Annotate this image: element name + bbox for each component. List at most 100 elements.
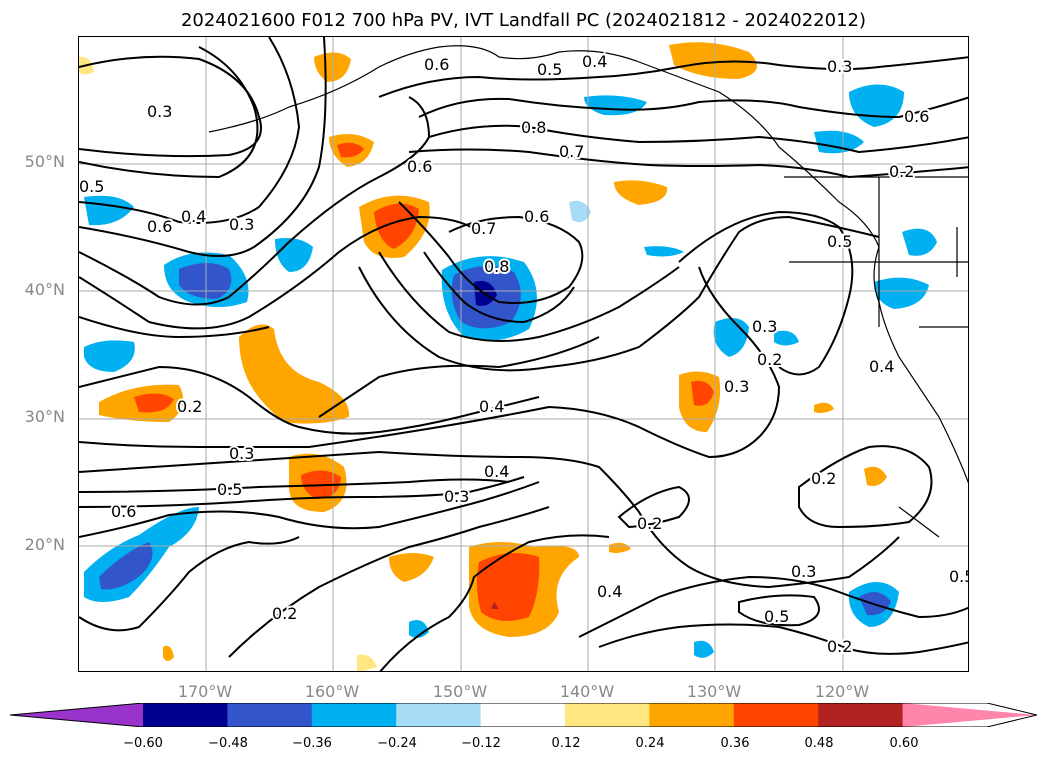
contour-label: 0.6	[147, 217, 172, 236]
contour-label: 0.2	[637, 514, 662, 533]
contour-label: 0.2	[177, 397, 202, 416]
positive-anomaly	[491, 602, 499, 609]
positive-anomaly	[609, 542, 631, 553]
colorbar-tick: −0.36	[292, 736, 332, 751]
colorbar-tick: −0.60	[123, 736, 163, 751]
negative-anomaly	[569, 200, 591, 223]
positive-anomaly	[374, 203, 419, 249]
contour-label: 0.5	[79, 177, 104, 196]
colorbar-segment	[480, 703, 566, 727]
contour-label: 0.7	[559, 142, 584, 161]
contour-label: 0.3	[827, 57, 852, 76]
positive-anomaly	[614, 180, 668, 205]
positive-anomaly	[691, 380, 714, 406]
contour-label: 0.4	[181, 207, 206, 226]
graticule	[79, 37, 968, 671]
positive-anomaly	[864, 466, 887, 486]
map-panel: 0.6 0.5 0.4 0.3 0.3 0.8 0.7 0.6 0.7 0.8 …	[78, 36, 969, 672]
contour-label: 0.7	[471, 219, 496, 238]
contour-label: 0.3	[791, 562, 816, 581]
contour-label: 0.2	[272, 604, 297, 623]
negative-anomaly	[409, 619, 429, 638]
colorbar-segment	[396, 703, 482, 727]
contour-label: 0.2	[811, 469, 836, 488]
colorbar-tick: −0.48	[208, 736, 248, 751]
negative-anomaly	[179, 263, 232, 299]
contour-label: 0.3	[229, 444, 254, 463]
colorbar-segment	[818, 703, 904, 727]
negative-anomaly	[902, 228, 937, 256]
lon-label: 120°W	[814, 682, 870, 701]
contour-label: 0.8	[484, 257, 509, 276]
colorbar-tick: −0.12	[461, 736, 501, 751]
positive-anomaly	[134, 393, 174, 413]
colorbar	[10, 703, 1037, 727]
colorbar-tick: 0.12	[551, 736, 581, 751]
contour-label: 0.5	[217, 480, 242, 499]
negative-anomaly	[275, 238, 313, 272]
contour-label: 0.4	[597, 582, 622, 601]
contour-label: 0.4	[484, 462, 509, 481]
negative-anomaly	[814, 130, 864, 154]
lon-label: 160°W	[304, 682, 360, 701]
colorbar-tick: 0.48	[804, 736, 834, 751]
negative-anomaly	[99, 542, 153, 590]
contour-label: 0.6	[111, 502, 136, 521]
colorbar-segment	[227, 703, 313, 727]
positive-anomaly	[337, 142, 364, 158]
lat-label: 20°N	[24, 535, 65, 554]
positive-anomaly	[389, 553, 434, 582]
positive-anomaly	[814, 402, 834, 413]
lat-label: 50°N	[24, 152, 65, 171]
contour-label: 0.2	[757, 350, 782, 369]
positive-anomaly	[669, 42, 757, 79]
negative-anomaly	[713, 318, 749, 357]
colorbar-segment	[649, 703, 735, 727]
contour-label: 0.3	[724, 377, 749, 396]
contour-label: 0.4	[479, 397, 504, 416]
lon-label: 170°W	[177, 682, 233, 701]
negative-anomaly	[849, 84, 904, 127]
contour-label: 0.3	[444, 487, 469, 506]
positive-anomaly	[163, 645, 174, 661]
lon-label: 130°W	[686, 682, 742, 701]
pc-shading	[79, 42, 937, 671]
colorbar-extend-low	[10, 703, 143, 727]
negative-anomaly	[644, 246, 684, 257]
colorbar-segment	[565, 703, 650, 727]
contour-label: 0.6	[407, 157, 432, 176]
map-title: 2024021600 F012 700 hPa PV, IVT Landfall…	[180, 10, 867, 31]
colorbar-segment	[143, 703, 228, 727]
colorbar-tick: 0.36	[720, 736, 750, 751]
positive-anomaly	[239, 324, 350, 424]
lon-label: 140°W	[559, 682, 615, 701]
map-canvas: 0.6 0.5 0.4 0.3 0.3 0.8 0.7 0.6 0.7 0.8 …	[79, 37, 969, 671]
contour-label: 0.6	[424, 55, 449, 74]
negative-anomaly	[774, 330, 799, 346]
contour-label: 0.2	[827, 637, 852, 656]
pv-contours	[79, 37, 968, 671]
colorbar-extend-high	[902, 703, 1037, 727]
contour-label: 0.3	[147, 102, 172, 121]
contour-label: 0.4	[869, 357, 894, 376]
contour-labels: 0.6 0.5 0.4 0.3 0.3 0.8 0.7 0.6 0.7 0.8 …	[79, 50, 969, 658]
negative-anomaly	[874, 277, 929, 309]
positive-anomaly	[476, 553, 540, 621]
colorbar-segments	[10, 703, 1037, 727]
positive-anomaly	[357, 654, 377, 671]
colorbar-tick: 0.60	[889, 736, 919, 751]
colorbar-segment	[733, 703, 819, 727]
contour-label: 0.5	[949, 567, 969, 586]
contour-label: 0.3	[229, 215, 254, 234]
contour-label: 0.3	[752, 317, 777, 336]
contour-label: 0.5	[537, 60, 562, 79]
colorbar-segment	[311, 703, 397, 727]
contour-label: 0.2	[889, 162, 914, 181]
lat-label: 40°N	[24, 280, 65, 299]
negative-anomaly	[84, 195, 134, 226]
contour-label: 0.4	[582, 52, 607, 71]
lat-label: 30°N	[24, 407, 65, 426]
negative-anomaly	[584, 95, 647, 116]
colorbar-tick: 0.24	[635, 736, 665, 751]
colorbar-tick: −0.24	[377, 736, 417, 751]
